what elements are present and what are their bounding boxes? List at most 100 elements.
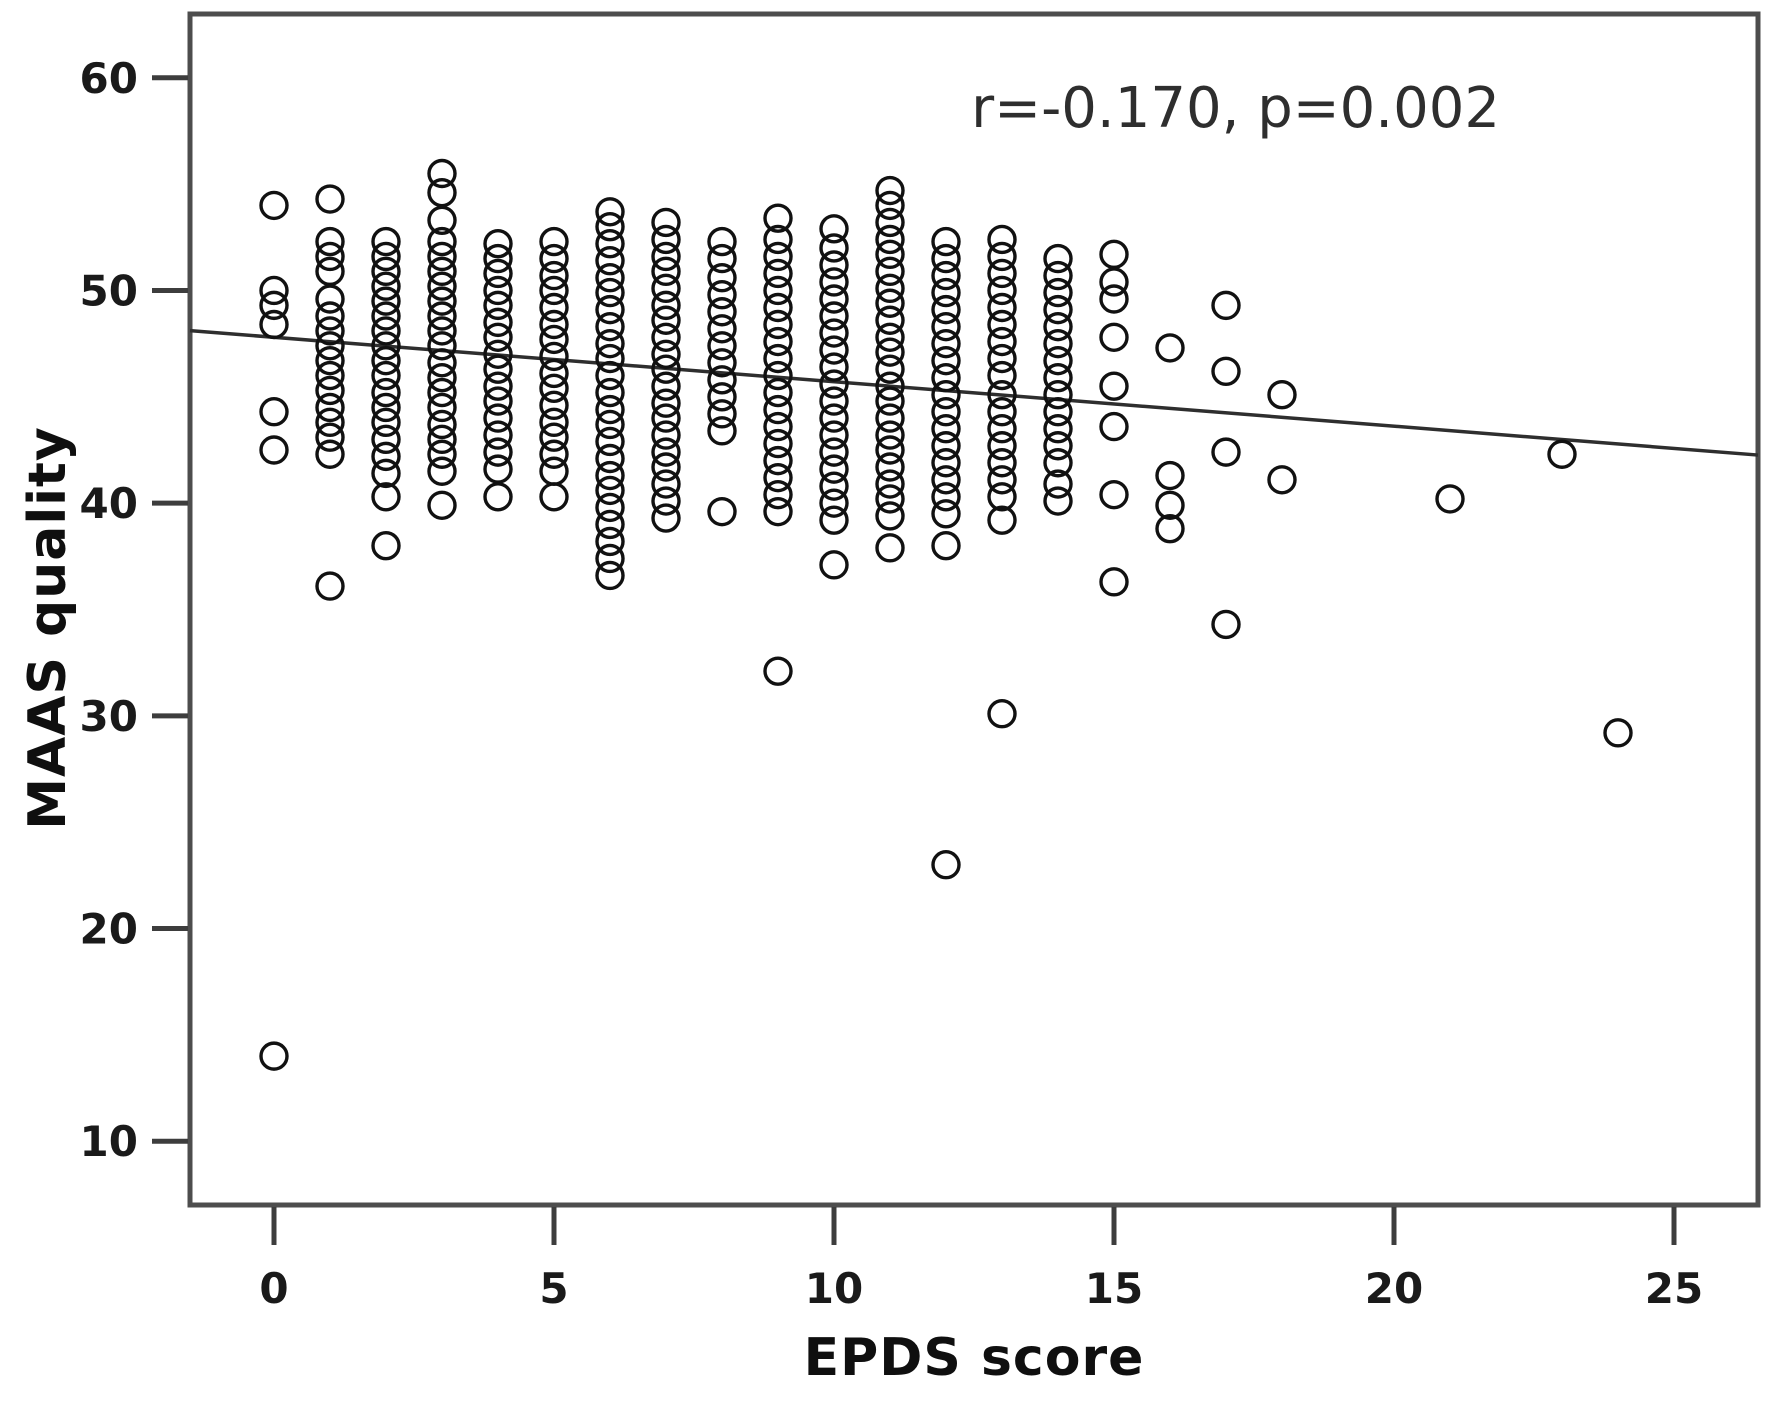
- x-tick-label: 25: [1645, 1264, 1703, 1313]
- data-point: [1099, 567, 1129, 597]
- data-point: [259, 435, 289, 465]
- data-point: [595, 228, 625, 259]
- data-point: [651, 354, 681, 384]
- y-tick-label: 10: [80, 1117, 138, 1166]
- data-point: [1043, 431, 1073, 461]
- data-point: [427, 316, 457, 346]
- data-point: [1043, 243, 1073, 274]
- data-point: [315, 439, 345, 469]
- data-point: [651, 241, 681, 272]
- data-point: [1043, 486, 1073, 516]
- data-point: [1211, 356, 1241, 386]
- data-point: [539, 292, 569, 323]
- y-tick-label: 20: [80, 905, 138, 954]
- data-point: [875, 501, 905, 531]
- data-point: [315, 256, 345, 287]
- data-point: [315, 571, 345, 601]
- data-point: [875, 371, 905, 401]
- data-point: [819, 352, 849, 382]
- data-point: [819, 250, 849, 280]
- data-point: [371, 301, 401, 331]
- data-point: [595, 211, 625, 242]
- data-point: [931, 260, 961, 291]
- data-point: [1099, 411, 1129, 442]
- data-point: [819, 488, 849, 518]
- data-point: [763, 411, 793, 442]
- data-point: [651, 273, 681, 304]
- data-point: [1267, 465, 1297, 495]
- data-point: [427, 348, 457, 378]
- data-point: [483, 275, 513, 306]
- y-tick-label: 40: [80, 479, 138, 528]
- data-point: [1435, 484, 1465, 514]
- data-point: [483, 454, 513, 484]
- data-point: [1043, 362, 1073, 393]
- data-point: [819, 335, 849, 365]
- data-point: [483, 354, 513, 384]
- data-point: [987, 505, 1017, 535]
- data-point: [595, 426, 625, 457]
- data-point: [763, 394, 793, 425]
- data-point: [1211, 437, 1241, 467]
- data-point: [875, 224, 905, 255]
- data-point: [987, 292, 1017, 323]
- data-point: [1099, 239, 1129, 270]
- x-tick-label: 5: [539, 1264, 568, 1313]
- data-point: [1547, 439, 1577, 469]
- data-point: [651, 388, 681, 418]
- data-point: [595, 443, 625, 474]
- data-point: [595, 360, 625, 391]
- data-point: [539, 243, 569, 274]
- data-point: [371, 345, 401, 376]
- data-point: [987, 343, 1017, 374]
- data-point: [987, 258, 1017, 289]
- data-point: [763, 292, 793, 323]
- data-point: [819, 233, 849, 263]
- data-point: [875, 435, 905, 465]
- data-point: [763, 224, 793, 255]
- data-point: [707, 416, 737, 446]
- data-point: [931, 482, 961, 512]
- data-point: [595, 263, 625, 293]
- data-point: [539, 226, 569, 257]
- data-point: [595, 294, 625, 325]
- data-point: [1099, 284, 1129, 314]
- data-point: [875, 533, 905, 563]
- data-point: [539, 260, 569, 291]
- data-point: [595, 311, 625, 342]
- data-point: [315, 375, 345, 406]
- data-point: [819, 550, 849, 580]
- data-point: [371, 482, 401, 512]
- data-point: [595, 409, 625, 440]
- data-point: [707, 226, 737, 257]
- data-point: [315, 392, 345, 423]
- data-point: [987, 379, 1017, 410]
- data-point: [595, 509, 625, 540]
- data-point: [1043, 328, 1073, 359]
- data-point: [763, 496, 793, 527]
- data-point: [595, 246, 625, 276]
- data-point: [651, 437, 681, 467]
- data-point: [371, 407, 401, 438]
- data-point: [315, 301, 345, 331]
- data-point: [1211, 609, 1241, 640]
- data-point: [763, 377, 793, 408]
- data-point: [707, 399, 737, 429]
- data-point: [651, 420, 681, 450]
- data-point: [763, 309, 793, 340]
- data-point: [539, 422, 569, 452]
- data-point: [427, 409, 457, 440]
- data-point: [1043, 311, 1073, 342]
- data-point: [819, 437, 849, 467]
- data-point: [483, 371, 513, 401]
- data-point: [427, 377, 457, 408]
- data-point: [763, 326, 793, 357]
- data-point: [987, 397, 1017, 427]
- data-point: [539, 439, 569, 469]
- data-point: [875, 288, 905, 318]
- data-point: [427, 286, 457, 316]
- data-point: [931, 465, 961, 495]
- data-point: [875, 469, 905, 499]
- data-point: [707, 348, 737, 378]
